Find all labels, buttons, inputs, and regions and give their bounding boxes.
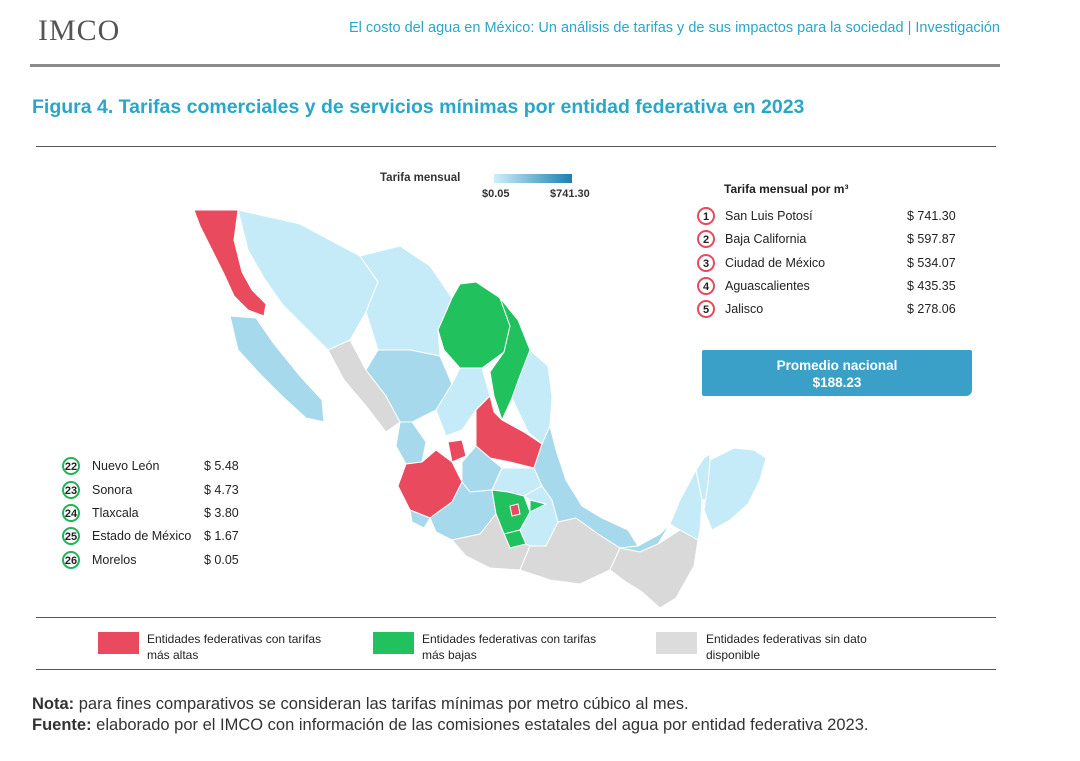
bottom-ranking-row: 23 Sonora $ 4.73: [62, 481, 252, 501]
rank-badge: 25: [62, 527, 80, 545]
rank-value: $ 1.67: [204, 529, 239, 543]
rank-value: $ 534.07: [907, 256, 956, 270]
rank-value: $ 0.05: [204, 553, 239, 567]
top-ranking-row: 5 Jalisco $ 278.06: [697, 300, 967, 320]
figure-top-divider: [36, 146, 996, 147]
logo-text: IMCO: [38, 14, 121, 47]
rank-state-name: Morelos: [92, 553, 137, 567]
map-state-baja-california: [193, 209, 267, 317]
scale-min-label: $0.05: [482, 188, 510, 200]
map-state-nayarit: [395, 421, 427, 465]
national-average-box: Promedio nacional $188.23: [702, 350, 972, 396]
rank-badge: 22: [62, 457, 80, 475]
map-state-chihuahua: [359, 245, 453, 357]
rank-badge: 3: [697, 254, 715, 272]
bottom-ranking-row: 26 Morelos $ 0.05: [62, 551, 252, 571]
national-average-value: $188.23: [812, 375, 862, 390]
bottom-ranking-row: 24 Tlaxcala $ 3.80: [62, 504, 252, 524]
rank-badge: 26: [62, 551, 80, 569]
map-state-campeche: [669, 468, 703, 541]
color-scale-bar: [494, 174, 572, 183]
rank-state-name: Nuevo León: [92, 459, 160, 473]
rank-value: $ 741.30: [907, 209, 956, 223]
report-header-title: El costo del agua en México: Un análisis…: [349, 20, 1000, 36]
legend-bottom-divider: [36, 669, 996, 670]
note-line: Nota: para fines comparativos se conside…: [32, 695, 689, 713]
header-divider: [30, 64, 1000, 67]
rank-state-name: San Luis Potosí: [725, 209, 813, 223]
rank-badge: 24: [62, 504, 80, 522]
rank-value: $ 597.87: [907, 232, 956, 246]
scale-max-label: $741.30: [550, 188, 590, 200]
rank-badge: 5: [697, 300, 715, 318]
top-ranking-row: 2 Baja California $ 597.87: [697, 230, 967, 250]
top-ranking-row: 4 Aguascalientes $ 435.35: [697, 277, 967, 297]
rank-badge: 23: [62, 481, 80, 499]
map-state-ciudad-de-mexico: [509, 503, 521, 517]
map-peninsula-yucatan: [703, 447, 767, 531]
rank-state-name: Ciudad de México: [725, 256, 826, 270]
figure-title: Figura 4. Tarifas comerciales y de servi…: [32, 96, 805, 118]
scale-label: Tarifa mensual: [380, 172, 461, 184]
bottom-ranking-row: 22 Nuevo León $ 5.48: [62, 457, 252, 477]
source-line: Fuente: elaborado por el IMCO con inform…: [32, 716, 869, 734]
rank-value: $ 3.80: [204, 506, 239, 520]
map-state-baja-california-sur: [229, 315, 325, 423]
legend-swatch-high: [98, 632, 139, 654]
mexico-tariff-map: [193, 209, 710, 609]
national-average-label: Promedio nacional: [776, 358, 898, 373]
map-state-aguascalientes: [447, 439, 467, 463]
rank-state-name: Tlaxcala: [92, 506, 139, 520]
rank-state-name: Baja California: [725, 232, 807, 246]
rank-state-name: Estado de México: [92, 529, 192, 543]
legend-swatch-low: [373, 632, 414, 654]
legend-label-nodata: Entidades federativas sin dato disponible: [706, 632, 867, 662]
legend-label-high: Entidades federativas con tarifas más alt…: [147, 632, 322, 662]
rank-value: $ 278.06: [907, 302, 956, 316]
map-state-colima: [409, 509, 431, 529]
top-ranking-row: 1 San Luis Potosí $ 741.30: [697, 207, 967, 227]
rank-badge: 2: [697, 230, 715, 248]
rank-value: $ 435.35: [907, 279, 956, 293]
top-ranking-title: Tarifa mensual por m³: [724, 182, 849, 196]
legend-label-low: Entidades federativas con tarifas más baj…: [422, 632, 597, 662]
map-state-yucatan: [695, 453, 710, 501]
legend-top-divider: [36, 617, 996, 618]
map-state-chiapas: [609, 529, 699, 609]
rank-value: $ 5.48: [204, 459, 239, 473]
rank-badge: 1: [697, 207, 715, 225]
rank-state-name: Aguascalientes: [725, 279, 810, 293]
map-state-guerrero: [451, 513, 531, 571]
figure-notes: Nota: para fines comparativos se conside…: [32, 694, 868, 736]
bottom-ranking-row: 25 Estado de México $ 1.67: [62, 527, 252, 547]
rank-value: $ 4.73: [204, 483, 239, 497]
rank-state-name: Jalisco: [725, 302, 764, 316]
imco-logo: IMCO: [38, 14, 120, 48]
rank-state-name: Sonora: [92, 483, 133, 497]
legend-swatch-nodata: [656, 632, 697, 654]
top-ranking-row: 3 Ciudad de México $ 534.07: [697, 254, 967, 274]
rank-badge: 4: [697, 277, 715, 295]
